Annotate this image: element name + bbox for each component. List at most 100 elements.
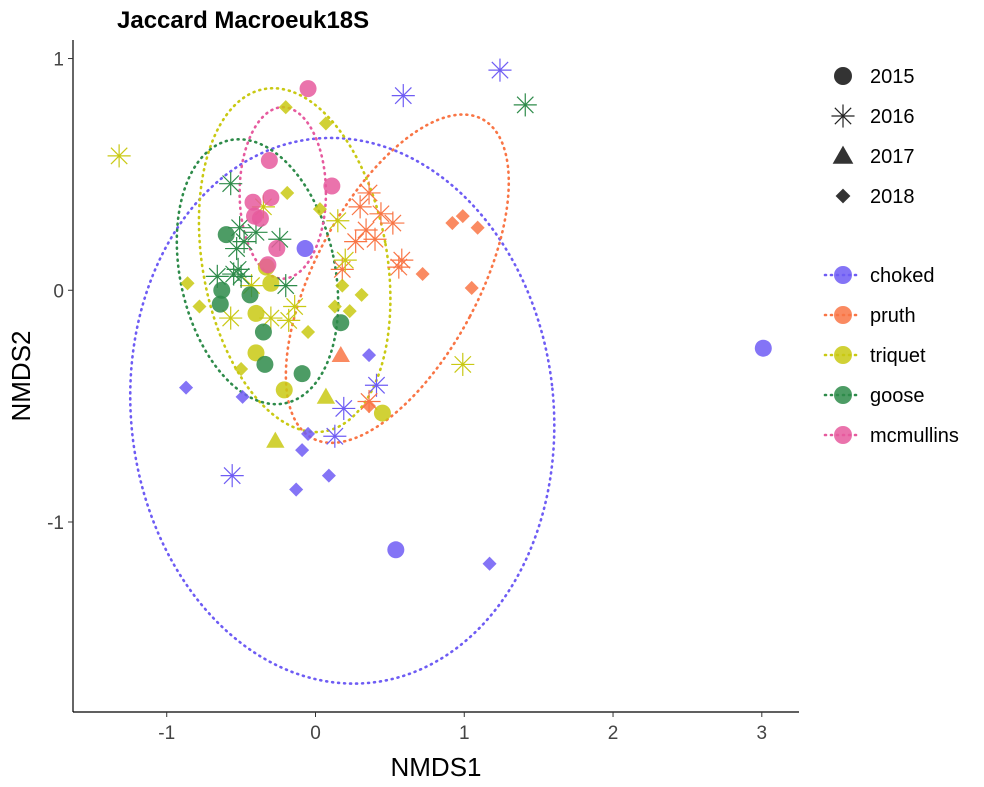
point-triquet-2018 bbox=[342, 304, 357, 319]
legend-key-choked bbox=[834, 266, 852, 284]
point-choked-2015 bbox=[296, 240, 314, 258]
y-tick-label: -1 bbox=[47, 513, 64, 534]
point-choked-2016 bbox=[488, 58, 512, 82]
point-triquet-2015 bbox=[262, 274, 280, 292]
point-triquet-2018 bbox=[280, 185, 295, 200]
y-tick-label: 1 bbox=[53, 50, 64, 71]
point-goose-2016 bbox=[225, 237, 249, 261]
legend-key-2015 bbox=[834, 67, 852, 85]
point-triquet-2018 bbox=[327, 299, 342, 314]
legend-label-triquet: triquet bbox=[870, 345, 926, 367]
y-axis-title: NMDS2 bbox=[6, 330, 36, 421]
point-triquet-2017 bbox=[266, 431, 285, 448]
point-choked-2016 bbox=[332, 396, 356, 420]
point-triquet-2016 bbox=[451, 352, 475, 376]
legend-label-2018: 2018 bbox=[870, 186, 915, 208]
legend-key-2016 bbox=[831, 104, 855, 128]
point-choked-2016 bbox=[391, 84, 415, 108]
x-tick-label: 2 bbox=[608, 723, 619, 744]
point-goose-2016 bbox=[229, 264, 253, 288]
y-axis-ticks: -1 0 1 bbox=[47, 50, 73, 534]
legend-key-2018 bbox=[835, 188, 851, 204]
point-triquet-2018 bbox=[180, 276, 195, 291]
plot-panel bbox=[107, 58, 772, 685]
point-choked-2015 bbox=[754, 339, 772, 357]
legend-label-pruth: pruth bbox=[870, 305, 916, 327]
point-triquet-2018 bbox=[192, 299, 207, 314]
point-goose-2015 bbox=[332, 314, 350, 332]
point-mcmullins-2015 bbox=[299, 80, 317, 98]
point-choked-2016 bbox=[323, 424, 347, 448]
point-triquet-2017 bbox=[316, 387, 336, 404]
point-pruth-2018 bbox=[362, 399, 377, 414]
legend-label-2017: 2017 bbox=[870, 146, 915, 168]
confidence-ellipse-choked bbox=[128, 136, 556, 685]
legend-label-mcmullins: mcmullins bbox=[870, 425, 959, 447]
point-goose-2015 bbox=[241, 286, 259, 304]
legend-key-2017 bbox=[832, 145, 854, 164]
x-tick-label: 1 bbox=[459, 723, 470, 744]
legend-label-choked: choked bbox=[870, 265, 935, 287]
point-triquet-2018 bbox=[301, 324, 316, 339]
point-choked-2015 bbox=[387, 541, 405, 559]
point-pruth-2018 bbox=[415, 267, 430, 282]
point-goose-2016 bbox=[222, 262, 246, 286]
legend-year: 2015 2016 2017 2018 bbox=[831, 66, 915, 208]
point-choked-2018 bbox=[482, 556, 497, 571]
point-pruth-2016 bbox=[369, 202, 393, 226]
point-pruth-2018 bbox=[470, 220, 485, 235]
legend-key-pruth bbox=[834, 306, 852, 324]
point-goose-2015 bbox=[254, 323, 272, 341]
point-triquet-2015 bbox=[275, 381, 293, 399]
point-triquet-2018 bbox=[354, 287, 369, 302]
point-choked-2018 bbox=[295, 443, 310, 458]
point-mcmullins-2015 bbox=[323, 177, 341, 195]
point-triquet-2016 bbox=[259, 306, 283, 330]
point-triquet-2016 bbox=[107, 144, 131, 168]
point-goose-2015 bbox=[217, 226, 235, 244]
point-pruth-2016 bbox=[348, 195, 372, 219]
point-pruth-2016 bbox=[387, 255, 411, 279]
point-mcmullins-2015 bbox=[268, 240, 286, 258]
point-triquet-2016 bbox=[283, 294, 307, 319]
point-goose-2015 bbox=[211, 295, 229, 313]
point-choked-2016 bbox=[364, 373, 389, 397]
point-goose-2015 bbox=[293, 365, 311, 383]
point-goose-2016 bbox=[219, 172, 243, 196]
legend-key-triquet bbox=[834, 346, 852, 364]
ellipse-layer bbox=[128, 86, 556, 685]
point-triquet-2016 bbox=[219, 306, 243, 330]
point-triquet-2015 bbox=[373, 404, 391, 422]
legend-key-mcmullins bbox=[834, 426, 852, 444]
point-triquet-2018 bbox=[312, 202, 327, 217]
y-tick-label: 0 bbox=[53, 281, 64, 302]
point-mcmullins-2015 bbox=[251, 209, 269, 227]
point-pruth-2018 bbox=[445, 216, 460, 231]
confidence-ellipse-pruth bbox=[284, 113, 511, 445]
points-layer bbox=[107, 58, 772, 571]
point-pruth-2016 bbox=[381, 211, 405, 235]
point-pruth-2016 bbox=[363, 227, 387, 251]
legend-label-2016: 2016 bbox=[870, 106, 915, 128]
legend-label-goose: goose bbox=[870, 385, 925, 407]
legend-key-goose bbox=[834, 386, 852, 404]
point-mcmullins-2015 bbox=[260, 151, 278, 169]
point-pruth-2016 bbox=[390, 248, 414, 272]
point-pruth-2016 bbox=[354, 218, 378, 242]
point-triquet-2016 bbox=[333, 248, 357, 272]
point-pruth-2018 bbox=[464, 280, 479, 295]
point-triquet-2015 bbox=[247, 344, 265, 362]
x-axis-title: NMDS1 bbox=[390, 752, 481, 782]
point-choked-2018 bbox=[321, 468, 336, 483]
point-choked-2016 bbox=[220, 464, 244, 488]
chart-title: Jaccard Macroeuk18S bbox=[117, 7, 369, 34]
point-goose-2016 bbox=[513, 93, 537, 117]
point-mcmullins-2015 bbox=[262, 189, 280, 207]
point-pruth-2018 bbox=[455, 209, 470, 224]
point-choked-2018 bbox=[301, 426, 316, 441]
point-mcmullins-2015 bbox=[244, 193, 262, 211]
point-choked-2018 bbox=[235, 389, 250, 404]
point-triquet-2018 bbox=[335, 278, 350, 293]
point-pruth-2016 bbox=[330, 257, 354, 281]
